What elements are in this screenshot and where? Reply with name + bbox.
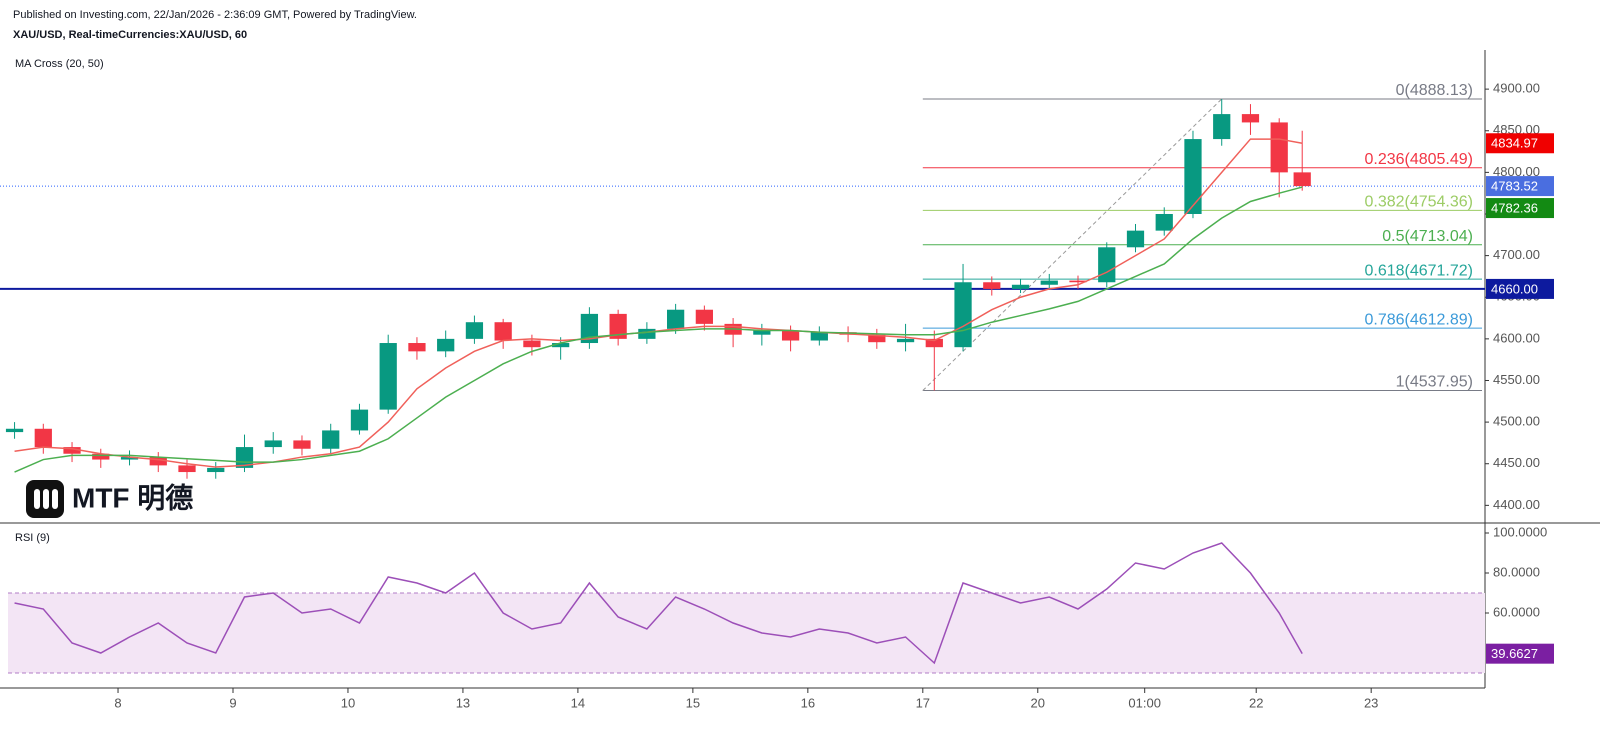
x-tick-label: 10	[341, 695, 355, 710]
fib-label: 0.786(4612.89)	[1364, 311, 1473, 328]
price-tag	[1486, 133, 1554, 154]
y-tick-label: 4550.00	[1493, 372, 1540, 387]
logo-bar	[52, 489, 58, 509]
candle-body	[552, 343, 570, 348]
x-tick-label: 17	[916, 695, 930, 710]
candle-body	[120, 457, 139, 460]
fib-label: 1(4537.95)	[1396, 374, 1473, 391]
candle-body	[1293, 172, 1311, 187]
candle-body	[695, 309, 713, 324]
fib-label: 0.382(4754.36)	[1364, 194, 1473, 211]
candle-body	[1241, 114, 1260, 123]
y-tick-label: 4800.00	[1493, 164, 1540, 179]
x-tick-label: 14	[571, 695, 585, 710]
candle-body	[5, 428, 24, 433]
price-tag	[1486, 176, 1554, 197]
price-tag	[1486, 278, 1554, 299]
candle-body	[781, 330, 800, 341]
y-tick-label: 4450.00	[1493, 455, 1540, 470]
x-tick-label: 01:00	[1128, 695, 1161, 710]
logo-text: MTF 明德	[72, 482, 193, 513]
fib-label: 0(4888.13)	[1396, 82, 1473, 99]
price-tag-label: 4782.36	[1491, 200, 1538, 215]
candle-body	[149, 457, 167, 466]
price-tag-label: 39.6627	[1491, 646, 1538, 661]
candle-body	[1213, 114, 1231, 140]
candle-body	[322, 430, 340, 449]
candle-body	[379, 343, 397, 410]
candle-body	[868, 334, 886, 343]
candle-body	[350, 409, 369, 431]
candle-body	[293, 440, 311, 449]
y-tick-label: 4900.00	[1493, 81, 1540, 96]
candle-body	[638, 328, 656, 339]
y-tick-label: 100.0000	[1493, 524, 1547, 539]
candle-body	[666, 309, 685, 329]
symbol: XAU/USD, Real-timeCurrencies:XAU/USD, 60	[13, 29, 247, 41]
candle-body	[1184, 139, 1202, 214]
y-tick-label: 80.0000	[1493, 564, 1540, 579]
candle-body	[1270, 122, 1288, 173]
candle-body	[753, 330, 771, 335]
candle-body	[207, 467, 225, 473]
candle-body	[178, 465, 196, 473]
x-tick-label: 8	[114, 695, 121, 710]
candle-body	[437, 338, 455, 352]
logo-bar	[43, 489, 49, 509]
candle-body	[523, 340, 541, 348]
candle-body	[1098, 247, 1116, 283]
candle-body	[1126, 230, 1145, 248]
candle-body	[983, 282, 1001, 289]
price-tag-label: 4783.52	[1491, 179, 1538, 194]
x-tick-label: 9	[229, 695, 236, 710]
price-tag	[1486, 198, 1554, 219]
candle-body	[609, 313, 627, 339]
logo: MTF 明德	[26, 480, 193, 518]
moving-average	[14, 138, 1303, 468]
y-tick-label: 4700.00	[1493, 247, 1540, 262]
candle-body	[954, 282, 972, 348]
x-tick-label: 23	[1364, 695, 1378, 710]
price-tag-label: 4834.97	[1491, 136, 1538, 151]
y-tick-label: 4600.00	[1493, 330, 1540, 345]
logo-bar	[34, 489, 40, 509]
candle-body	[1069, 280, 1087, 283]
candle-body	[1011, 284, 1030, 289]
rsi-title: RSI (9)	[15, 532, 50, 544]
candle-body	[810, 332, 828, 341]
candle-body	[925, 338, 943, 348]
fib-label: 0.618(4671.72)	[1364, 262, 1473, 279]
candle-body	[1155, 213, 1173, 231]
candle-body	[92, 453, 110, 460]
rsi-line	[14, 542, 1303, 665]
x-tick-label: 16	[801, 695, 815, 710]
moving-average	[14, 186, 1303, 473]
candle-body	[896, 338, 915, 343]
candle-body	[408, 343, 426, 352]
price-tag	[1486, 643, 1554, 664]
y-tick-label: 60.0000	[1493, 604, 1540, 619]
candle-body	[34, 428, 52, 448]
x-tick-label: 15	[686, 695, 700, 710]
y-tick-label: 4500.00	[1493, 414, 1540, 429]
x-tick-label: 22	[1249, 695, 1263, 710]
published: Published on Investing.com, 22/Jan/2026 …	[13, 9, 417, 21]
fib-label: 0.236(4805.49)	[1364, 151, 1473, 168]
y-tick-label: 4400.00	[1493, 497, 1540, 512]
candle-body	[63, 447, 81, 454]
indicator-title: MA Cross (20, 50)	[15, 58, 104, 70]
price-tag-label: 4660.00	[1491, 281, 1538, 296]
candle-body	[465, 322, 484, 339]
candle-body	[494, 322, 512, 341]
rsi-band	[8, 593, 1485, 673]
candle-body	[264, 440, 282, 448]
x-tick-label: 13	[456, 695, 470, 710]
x-tick-label: 20	[1031, 695, 1045, 710]
candle-body	[1040, 280, 1058, 285]
candle-body	[580, 313, 599, 344]
fib-label: 0.5(4713.04)	[1382, 228, 1473, 245]
